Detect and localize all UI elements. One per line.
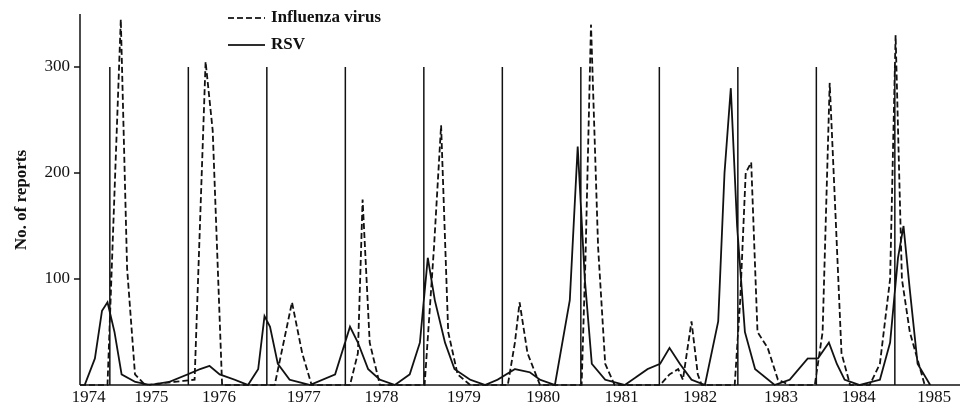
- x-tick-label: 1981: [605, 387, 639, 406]
- x-tick-label: 1977: [287, 387, 322, 406]
- x-tick-label: 1982: [683, 387, 717, 406]
- x-tick-label: 1976: [202, 387, 236, 406]
- series-line: [83, 88, 931, 387]
- x-tick-label: 1985: [917, 387, 951, 406]
- y-tick-label: 300: [45, 56, 71, 75]
- y-tick-label: 100: [45, 268, 71, 287]
- x-tick-label: 1974: [72, 387, 107, 406]
- y-tick-label: 200: [45, 162, 71, 181]
- x-tick-label: 1983: [764, 387, 798, 406]
- x-tick-label: 1979: [447, 387, 481, 406]
- legend-label: RSV: [271, 34, 306, 53]
- x-tick-label: 1984: [842, 387, 877, 406]
- x-tick-label: 1975: [134, 387, 168, 406]
- legend-label: Influenza virus: [271, 7, 381, 26]
- x-tick-label: 1978: [364, 387, 398, 406]
- y-axis-title: No. of reports: [11, 149, 30, 250]
- series-line: [80, 19, 926, 386]
- x-tick-label: 1980: [526, 387, 560, 406]
